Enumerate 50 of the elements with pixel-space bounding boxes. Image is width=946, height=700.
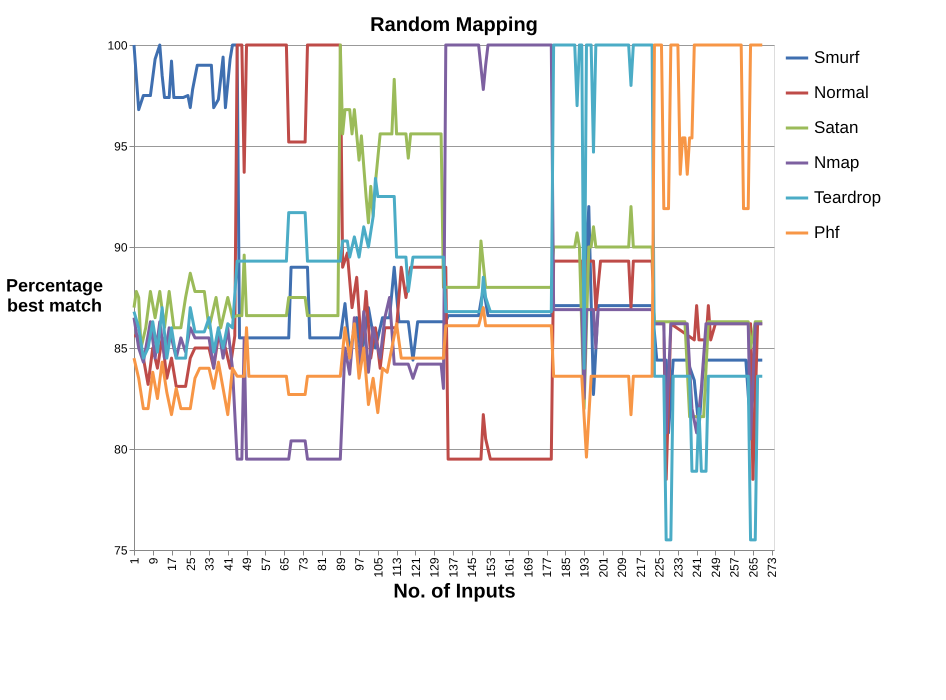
x-tick-label: 9 (146, 557, 160, 564)
x-tick-label: 241 (690, 557, 704, 578)
x-tick-label: 49 (240, 557, 254, 571)
legend-label: Normal (814, 83, 869, 102)
x-tick-label: 89 (334, 557, 348, 571)
x-tick-label: 177 (540, 557, 554, 578)
legend-label: Smurf (814, 48, 860, 67)
x-tick-label: 185 (558, 557, 573, 578)
x-tick-label: 169 (521, 557, 536, 578)
x-tick-label: 1 (128, 557, 142, 564)
x-tick-label: 193 (578, 557, 592, 578)
x-tick-label: 97 (352, 557, 367, 571)
y-tick-label: 95 (114, 140, 128, 154)
x-tick-label: 201 (596, 557, 610, 578)
x-tick-label: 57 (258, 557, 273, 571)
x-tick-label: 105 (371, 557, 386, 578)
x-tick-label: 257 (728, 557, 742, 578)
x-tick-label: 161 (502, 557, 517, 578)
x-tick-label: 121 (408, 557, 423, 578)
x-tick-label: 25 (184, 557, 198, 571)
x-tick-label: 265 (746, 557, 760, 578)
legend-label: Teardrop (814, 188, 882, 207)
x-tick-label: 153 (484, 557, 498, 578)
x-tick-label: 233 (671, 557, 686, 578)
x-tick-label: 217 (634, 557, 648, 578)
x-tick-label: 65 (278, 557, 292, 571)
y-tick-label: 90 (114, 240, 128, 254)
y-tick-label: 75 (114, 544, 128, 558)
y-tick-label: 100 (107, 38, 128, 52)
x-tick-label: 129 (428, 557, 442, 578)
legend-label: Satan (814, 118, 858, 137)
y-tick-label: 85 (114, 342, 128, 356)
chart-title: Random Mapping (370, 14, 538, 36)
x-tick-label: 17 (165, 557, 180, 571)
legend-label: Nmap (814, 153, 860, 172)
x-tick-label: 209 (615, 557, 630, 578)
y-axis-title: Percentage best match (6, 276, 104, 316)
x-tick-label: 81 (315, 557, 330, 571)
x-axis-title: No. of Inputs (393, 580, 516, 603)
x-tick-label: 113 (390, 557, 404, 577)
x-tick-label: 249 (708, 557, 723, 578)
y-tick-label: 80 (114, 442, 128, 456)
x-tick-label: 33 (202, 557, 217, 571)
x-tick-label: 41 (221, 557, 236, 571)
x-tick-label: 225 (652, 557, 667, 578)
x-tick-label: 273 (765, 557, 780, 578)
legend-label: Phf (814, 223, 840, 242)
x-tick-label: 137 (446, 557, 460, 578)
x-tick-label: 145 (465, 557, 480, 578)
x-tick-label: 73 (296, 557, 310, 571)
